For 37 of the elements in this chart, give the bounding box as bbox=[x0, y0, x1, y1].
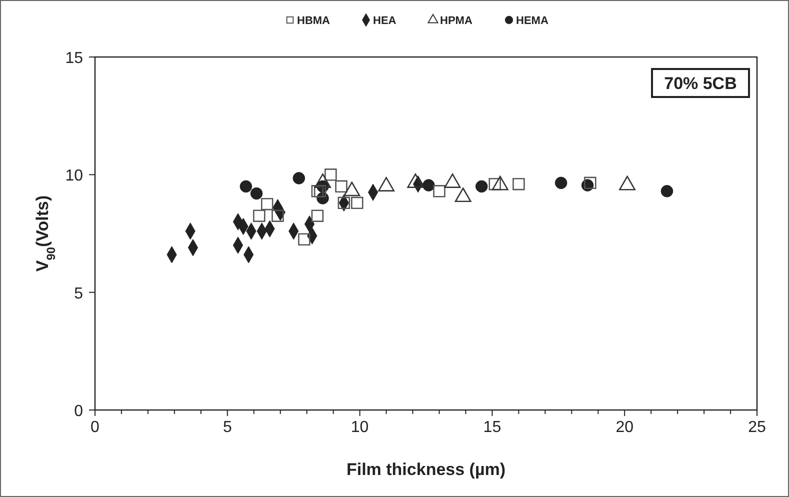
point bbox=[311, 185, 324, 198]
legend-label: HEA bbox=[373, 15, 396, 27]
point bbox=[298, 233, 310, 246]
legend-label: HPMA bbox=[440, 15, 472, 27]
y-tick-label: 15 bbox=[65, 50, 84, 67]
y-tick-label: 0 bbox=[74, 403, 84, 420]
point bbox=[475, 180, 488, 193]
point bbox=[338, 196, 350, 210]
annotation: 70% 5CB bbox=[664, 74, 737, 93]
point bbox=[292, 172, 306, 184]
x-tick-label: 10 bbox=[350, 419, 369, 436]
point bbox=[660, 184, 674, 198]
x-tick-label: 0 bbox=[90, 419, 100, 436]
point bbox=[335, 180, 348, 193]
x-tick-label: 5 bbox=[222, 419, 232, 436]
legend-label: HEMA bbox=[516, 15, 548, 27]
point bbox=[240, 180, 252, 193]
point bbox=[351, 196, 364, 210]
point bbox=[253, 210, 266, 222]
point bbox=[260, 198, 274, 210]
x-axis-title: Film thickness (µm) bbox=[346, 460, 506, 479]
point bbox=[433, 185, 446, 198]
point bbox=[314, 185, 326, 198]
point bbox=[422, 179, 435, 192]
x-tick-label: 15 bbox=[483, 419, 502, 436]
point bbox=[512, 178, 525, 190]
point bbox=[311, 210, 324, 222]
point bbox=[250, 187, 263, 200]
x-tick-label: 20 bbox=[616, 419, 634, 436]
point bbox=[554, 176, 568, 190]
point bbox=[324, 168, 337, 181]
point bbox=[584, 176, 596, 190]
point bbox=[272, 210, 284, 222]
legend-label: HBMA bbox=[297, 15, 330, 27]
y-tick-label: 5 bbox=[74, 285, 84, 302]
x-tick-label: 25 bbox=[748, 419, 766, 436]
y-tick-label: 10 bbox=[65, 168, 84, 185]
